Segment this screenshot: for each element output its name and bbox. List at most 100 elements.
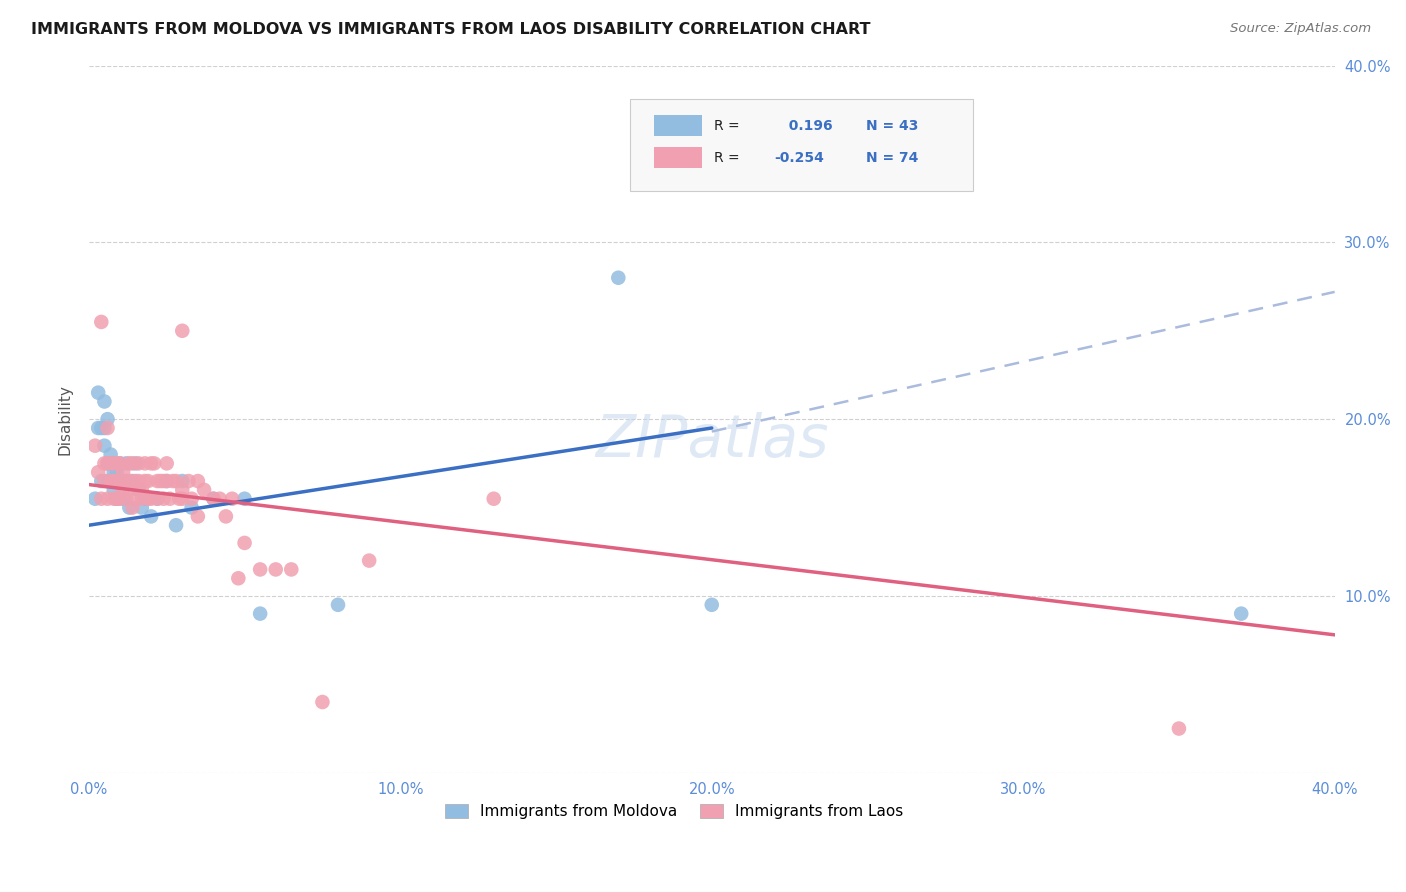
Point xyxy=(100,456,122,470)
Text: R =: R = xyxy=(714,119,740,133)
Point xyxy=(134,491,156,506)
Point xyxy=(100,456,122,470)
Point xyxy=(187,474,209,488)
Point xyxy=(100,474,122,488)
Point xyxy=(105,491,128,506)
Point xyxy=(115,456,138,470)
Point xyxy=(233,536,256,550)
Point xyxy=(177,474,200,488)
Point xyxy=(165,474,187,488)
Point xyxy=(108,474,131,488)
Point xyxy=(103,474,125,488)
Point xyxy=(115,474,138,488)
Point xyxy=(118,483,141,497)
Point xyxy=(165,518,187,533)
Point xyxy=(112,491,135,506)
Point xyxy=(172,483,194,497)
Point xyxy=(700,598,723,612)
Point xyxy=(96,456,118,470)
Point xyxy=(280,562,302,576)
Text: IMMIGRANTS FROM MOLDOVA VS IMMIGRANTS FROM LAOS DISABILITY CORRELATION CHART: IMMIGRANTS FROM MOLDOVA VS IMMIGRANTS FR… xyxy=(31,22,870,37)
Point xyxy=(93,474,115,488)
Point xyxy=(108,491,131,506)
Point xyxy=(90,491,112,506)
Point xyxy=(100,474,122,488)
Point xyxy=(112,483,135,497)
Point xyxy=(96,491,118,506)
Point xyxy=(264,562,287,576)
Point xyxy=(146,491,169,506)
Point xyxy=(96,412,118,426)
Point xyxy=(139,491,162,506)
Point xyxy=(103,483,125,497)
Point xyxy=(134,474,156,488)
Point xyxy=(193,483,215,497)
Point xyxy=(215,509,238,524)
Point xyxy=(221,491,243,506)
Point xyxy=(96,474,118,488)
Point xyxy=(100,448,122,462)
Point xyxy=(93,421,115,435)
Point xyxy=(134,456,156,470)
Point xyxy=(128,474,150,488)
Point xyxy=(326,598,349,612)
Point xyxy=(128,456,150,470)
Point xyxy=(156,474,179,488)
Point xyxy=(96,421,118,435)
Point xyxy=(233,491,256,506)
Point xyxy=(187,509,209,524)
Point xyxy=(131,500,153,515)
Text: N = 74: N = 74 xyxy=(866,151,918,164)
Point xyxy=(90,421,112,435)
Point xyxy=(112,465,135,479)
Point xyxy=(172,324,194,338)
Text: 0.196: 0.196 xyxy=(779,119,832,133)
Point xyxy=(159,491,181,506)
Point xyxy=(103,491,125,506)
Y-axis label: Disability: Disability xyxy=(58,384,72,455)
Point xyxy=(115,474,138,488)
Point xyxy=(172,491,194,506)
Text: -0.254: -0.254 xyxy=(775,151,824,164)
Point xyxy=(105,465,128,479)
Point xyxy=(118,456,141,470)
Point xyxy=(162,474,184,488)
Text: N = 43: N = 43 xyxy=(866,119,918,133)
Point xyxy=(202,491,225,506)
Point xyxy=(482,491,505,506)
Point xyxy=(105,491,128,506)
Point xyxy=(121,456,143,470)
Point xyxy=(1230,607,1253,621)
Point xyxy=(108,456,131,470)
Point xyxy=(143,456,166,470)
Bar xyxy=(654,115,702,136)
Point xyxy=(146,491,169,506)
Point xyxy=(311,695,333,709)
Point xyxy=(139,509,162,524)
FancyBboxPatch shape xyxy=(630,99,973,192)
Point xyxy=(108,474,131,488)
Point xyxy=(249,607,271,621)
Point xyxy=(115,491,138,506)
Point xyxy=(103,456,125,470)
Bar xyxy=(654,147,702,168)
Point xyxy=(84,491,107,506)
Point xyxy=(84,439,107,453)
Point xyxy=(202,491,225,506)
Point xyxy=(128,483,150,497)
Point xyxy=(90,474,112,488)
Point xyxy=(249,562,271,576)
Point xyxy=(121,474,143,488)
Legend: Immigrants from Moldova, Immigrants from Laos: Immigrants from Moldova, Immigrants from… xyxy=(439,798,910,825)
Point xyxy=(146,474,169,488)
Point xyxy=(93,456,115,470)
Point xyxy=(136,474,159,488)
Point xyxy=(167,491,190,506)
Point xyxy=(87,421,110,435)
Point xyxy=(87,385,110,400)
Point xyxy=(156,474,179,488)
Point xyxy=(105,456,128,470)
Point xyxy=(149,474,172,488)
Point xyxy=(1167,722,1189,736)
Point xyxy=(607,270,630,285)
